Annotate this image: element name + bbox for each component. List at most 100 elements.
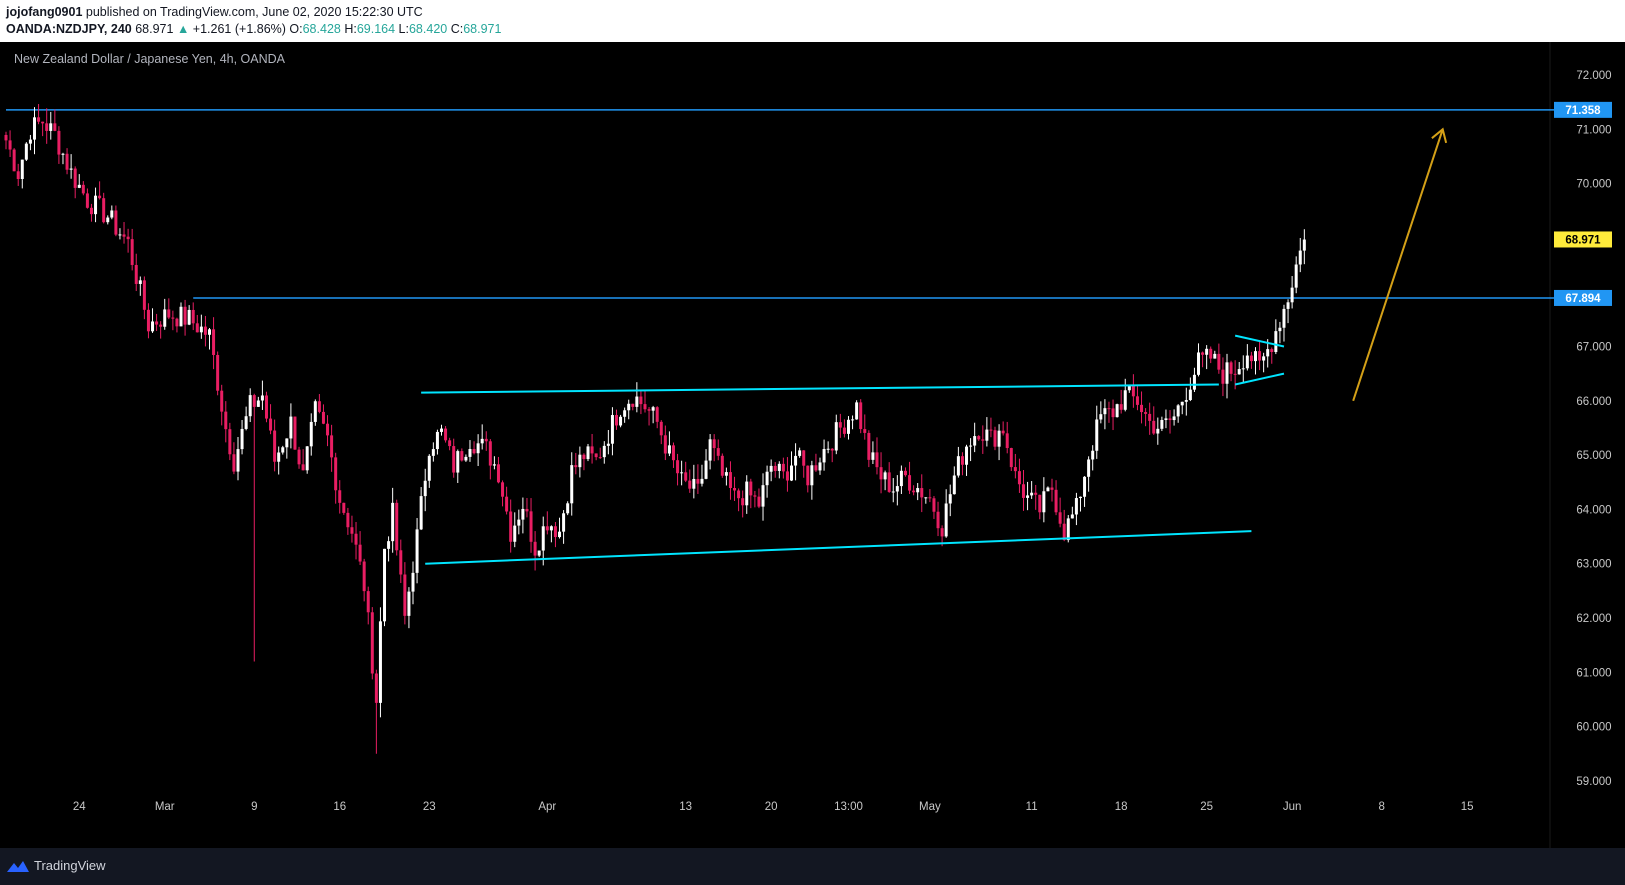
candle-body — [1074, 498, 1078, 515]
candle-body — [1066, 518, 1070, 541]
price-chart[interactable]: New Zealand Dollar / Japanese Yen, 4h, O… — [0, 42, 1625, 848]
candle-body — [57, 130, 61, 155]
x-tick-label: 18 — [1115, 801, 1128, 813]
candle-body — [195, 323, 199, 333]
candle-body — [1083, 476, 1087, 497]
candle-body — [130, 239, 134, 265]
candle-body — [643, 404, 647, 410]
candle-body — [867, 432, 871, 460]
candle-body — [777, 463, 781, 471]
candle-body — [1217, 353, 1221, 370]
candle-body — [114, 210, 118, 235]
last-price: 68.971 — [135, 22, 174, 36]
candle-body — [248, 395, 252, 417]
candle-body — [769, 465, 773, 472]
candle-body — [1278, 327, 1282, 332]
candle-body — [151, 321, 155, 332]
candle-body — [1111, 408, 1115, 418]
candle-body — [496, 464, 500, 483]
chart-area[interactable]: New Zealand Dollar / Japanese Yen, 4h, O… — [0, 42, 1625, 848]
channel-trendline — [1234, 334, 1285, 348]
candle-body — [171, 317, 175, 319]
y-tick-label: 59.000 — [1576, 776, 1611, 788]
candle-body — [623, 410, 627, 417]
candle-body — [106, 217, 110, 223]
candle-body — [700, 478, 704, 484]
candle-body — [814, 465, 818, 471]
candle-body — [102, 198, 106, 223]
target-arrow-line — [1352, 128, 1444, 402]
close-value: 68.971 — [463, 22, 502, 36]
candle-body — [1022, 484, 1025, 498]
candle-body — [281, 447, 285, 453]
open-value: 68.428 — [302, 22, 341, 36]
candle-body — [969, 445, 973, 447]
candle-body — [757, 496, 761, 507]
candle-body — [879, 467, 883, 480]
tradingview-brand[interactable]: TradingView — [34, 858, 106, 873]
candle-body — [684, 472, 688, 481]
x-tick-label: Jun — [1283, 801, 1302, 813]
candle-body — [663, 435, 667, 454]
candle-body — [8, 140, 12, 150]
candle-body — [533, 541, 537, 556]
candle-body — [749, 481, 753, 496]
candle-body — [476, 443, 480, 454]
candle-body — [1034, 492, 1038, 495]
candle-body — [374, 673, 378, 703]
candle-body — [179, 306, 183, 327]
target-arrowhead-icon — [1431, 127, 1448, 144]
candle-body — [1005, 433, 1009, 449]
candle-body — [313, 401, 317, 422]
candle-body — [305, 446, 309, 471]
candle-body — [338, 490, 342, 503]
candle-body — [163, 309, 167, 327]
candle-body — [435, 431, 439, 450]
candle-body — [887, 472, 891, 492]
price-badge-label: 67.894 — [1565, 293, 1601, 305]
candle-body — [541, 526, 545, 551]
candle-body — [1286, 302, 1290, 309]
candle-body — [460, 451, 464, 461]
candle-body — [354, 533, 358, 545]
candle-body — [932, 498, 936, 512]
candle-body — [676, 460, 680, 474]
candle-body — [159, 324, 163, 327]
candle-body — [1148, 413, 1152, 421]
candle-body — [1107, 408, 1111, 410]
tradingview-logo-icon[interactable] — [6, 859, 30, 873]
candle-body — [806, 465, 810, 486]
candle-body — [20, 159, 24, 179]
candle-body — [427, 455, 431, 481]
candle-body — [228, 429, 232, 455]
author-name[interactable]: jojofang0901 — [6, 5, 83, 19]
candle-body — [309, 421, 313, 447]
candle-body — [562, 513, 566, 532]
candle-body — [1123, 390, 1127, 410]
candle-body — [680, 472, 684, 474]
candle-body — [456, 451, 460, 473]
candle-body — [1201, 352, 1205, 355]
candle-body — [802, 450, 806, 466]
candle-body — [260, 395, 264, 401]
candle-body — [419, 496, 423, 530]
close-label: C: — [450, 22, 464, 36]
price-badge-bg — [1554, 101, 1612, 118]
x-tick-label: Mar — [155, 801, 175, 813]
candle-body — [1258, 351, 1262, 361]
candle-body — [431, 449, 435, 456]
candle-body — [993, 430, 997, 447]
candle-body — [602, 445, 606, 458]
candle-body — [1135, 396, 1139, 405]
candle-body — [98, 195, 102, 199]
price-badge-bg — [1554, 231, 1612, 248]
candle-body — [1026, 495, 1030, 498]
candle-body — [1131, 385, 1135, 397]
y-tick-label: 72.000 — [1576, 70, 1611, 82]
candle-body — [244, 416, 248, 429]
candle-body — [513, 525, 517, 542]
candle-body — [1205, 348, 1209, 355]
candle-body — [1180, 401, 1184, 406]
candle-body — [741, 498, 745, 506]
chart-header: jojofang0901 published on TradingView.co… — [0, 0, 1625, 42]
